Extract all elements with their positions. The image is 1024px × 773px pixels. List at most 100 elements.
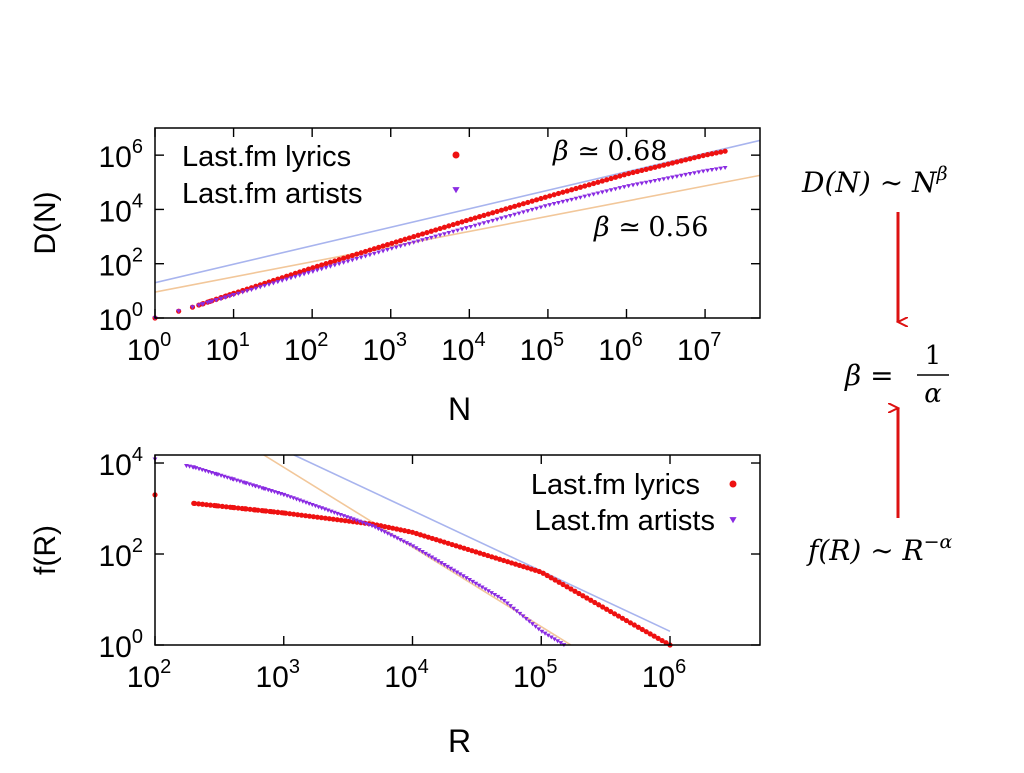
point-lyrics-100: [548, 575, 554, 581]
x-tick-label-exp: 7: [710, 329, 721, 351]
point-lyrics-65: [409, 529, 416, 535]
point-lyrics-18: [223, 504, 229, 510]
y-tick-label-0: 100: [99, 626, 144, 664]
point-lyrics-117: [615, 613, 622, 619]
point-lyrics-103: [560, 581, 566, 588]
point-lyrics-113: [647, 165, 654, 171]
point-lyrics-76: [485, 211, 491, 217]
point-artists-56: [398, 244, 403, 249]
point-lyrics-50: [371, 246, 377, 252]
fit-label-artists-value: 0.56: [648, 212, 708, 243]
point-artists-60: [415, 239, 421, 244]
point-artists-97: [578, 195, 583, 200]
point-artists-118: [523, 617, 529, 622]
y-tick-label-exp: 4: [132, 444, 143, 466]
point-artists-25: [262, 283, 268, 289]
point-artists-80: [404, 541, 410, 546]
heaps-equation: D(N) ∼ Nβ: [801, 163, 948, 199]
point-lyrics-80: [469, 548, 475, 554]
point-artists-31: [288, 276, 294, 281]
point-artists-83: [413, 546, 419, 551]
legend-marker-lyrics: [452, 151, 460, 159]
point-lyrics-57: [402, 236, 408, 242]
point-lyrics-12: [199, 501, 206, 507]
point-lyrics-75: [481, 212, 487, 218]
point-artists-47: [300, 499, 306, 504]
point-artists-94: [448, 566, 454, 571]
y-tick-label-exp: 4: [132, 190, 143, 212]
x-tick-label-base: 10: [513, 661, 546, 694]
point-artists-66: [360, 520, 366, 525]
point-lyrics-81: [507, 204, 513, 211]
point-artists-49: [306, 501, 312, 506]
point-artists-82: [410, 544, 416, 549]
point-artists-89: [432, 557, 438, 562]
y-axis-label: f(R): [29, 525, 62, 575]
point-lyrics-119: [623, 617, 630, 624]
point-artists-17: [227, 294, 232, 299]
point-lyrics-115: [656, 163, 662, 169]
point-lyrics-36: [295, 512, 301, 518]
point-lyrics-58: [382, 523, 388, 530]
x-tick-label-6: 106: [598, 329, 643, 367]
point-lyrics-90: [508, 560, 515, 566]
point-lyrics-45: [349, 252, 355, 259]
point-artists-71: [375, 526, 381, 532]
point-lyrics-48: [362, 248, 369, 255]
point-lyrics-127: [709, 151, 715, 157]
point-lyrics-128: [659, 637, 665, 644]
point-lyrics-124: [696, 154, 702, 160]
point-lyrics-126: [704, 152, 711, 158]
x-tick-label-base: 10: [520, 334, 553, 367]
point-lyrics-96: [573, 185, 579, 192]
point-lyrics-81: [473, 549, 479, 555]
point-lyrics-31: [275, 509, 281, 515]
point-lyrics-38: [319, 262, 325, 268]
point-artists-33: [297, 273, 303, 278]
fit-line-artists: [263, 455, 572, 645]
point-artists-61: [420, 238, 425, 243]
point-artists-110: [498, 596, 504, 601]
point-artists-51: [376, 250, 382, 255]
point-artists-85: [525, 209, 531, 214]
point-lyrics-84: [520, 201, 526, 207]
point-lyrics-27: [259, 507, 265, 514]
point-lyrics-35: [305, 266, 312, 272]
point-lyrics-112: [643, 166, 649, 172]
point-artists-19: [235, 291, 241, 296]
point-artists-108: [492, 592, 498, 598]
point-lyrics-31: [288, 272, 294, 278]
data-points: [152, 148, 728, 321]
equations: D(N) ∼ Nβ β = 1 α f(R) ∼ R−α: [801, 163, 953, 567]
plot-frame: [154, 454, 761, 646]
legend-label-artists: Last.fm artists: [535, 505, 716, 537]
point-artists-126: [548, 635, 554, 640]
point-artists-63: [350, 517, 356, 522]
point-artists-104: [608, 188, 614, 193]
point-artists-36: [310, 269, 316, 274]
relation-denominator: α: [924, 379, 942, 409]
point-lyrics-92: [555, 190, 562, 197]
point-lyrics-97: [577, 184, 584, 190]
point-artists-11: [200, 302, 206, 307]
point-lyrics-99: [586, 182, 592, 188]
y-tick-label-base: 10: [99, 449, 132, 482]
x-tick-label-4: 106: [642, 656, 687, 694]
point-lyrics-83: [481, 551, 487, 557]
point-lyrics-120: [678, 158, 684, 164]
point-lyrics-26: [255, 507, 261, 513]
x-axis-label: N: [448, 391, 471, 427]
point-artists-94: [564, 198, 570, 203]
point-lyrics-59: [411, 234, 417, 240]
legend: Last.fm lyrics Last.fm artists: [182, 141, 460, 210]
x-tick-label-4: 104: [441, 329, 486, 367]
point-lyrics-42: [318, 515, 324, 521]
point-artists-34: [301, 272, 307, 277]
point-artists-125: [700, 169, 706, 174]
relation-lhs: β =: [844, 359, 894, 392]
point-artists-122: [687, 172, 693, 177]
point-artists-98: [582, 194, 588, 199]
point-artists-113: [648, 179, 653, 184]
